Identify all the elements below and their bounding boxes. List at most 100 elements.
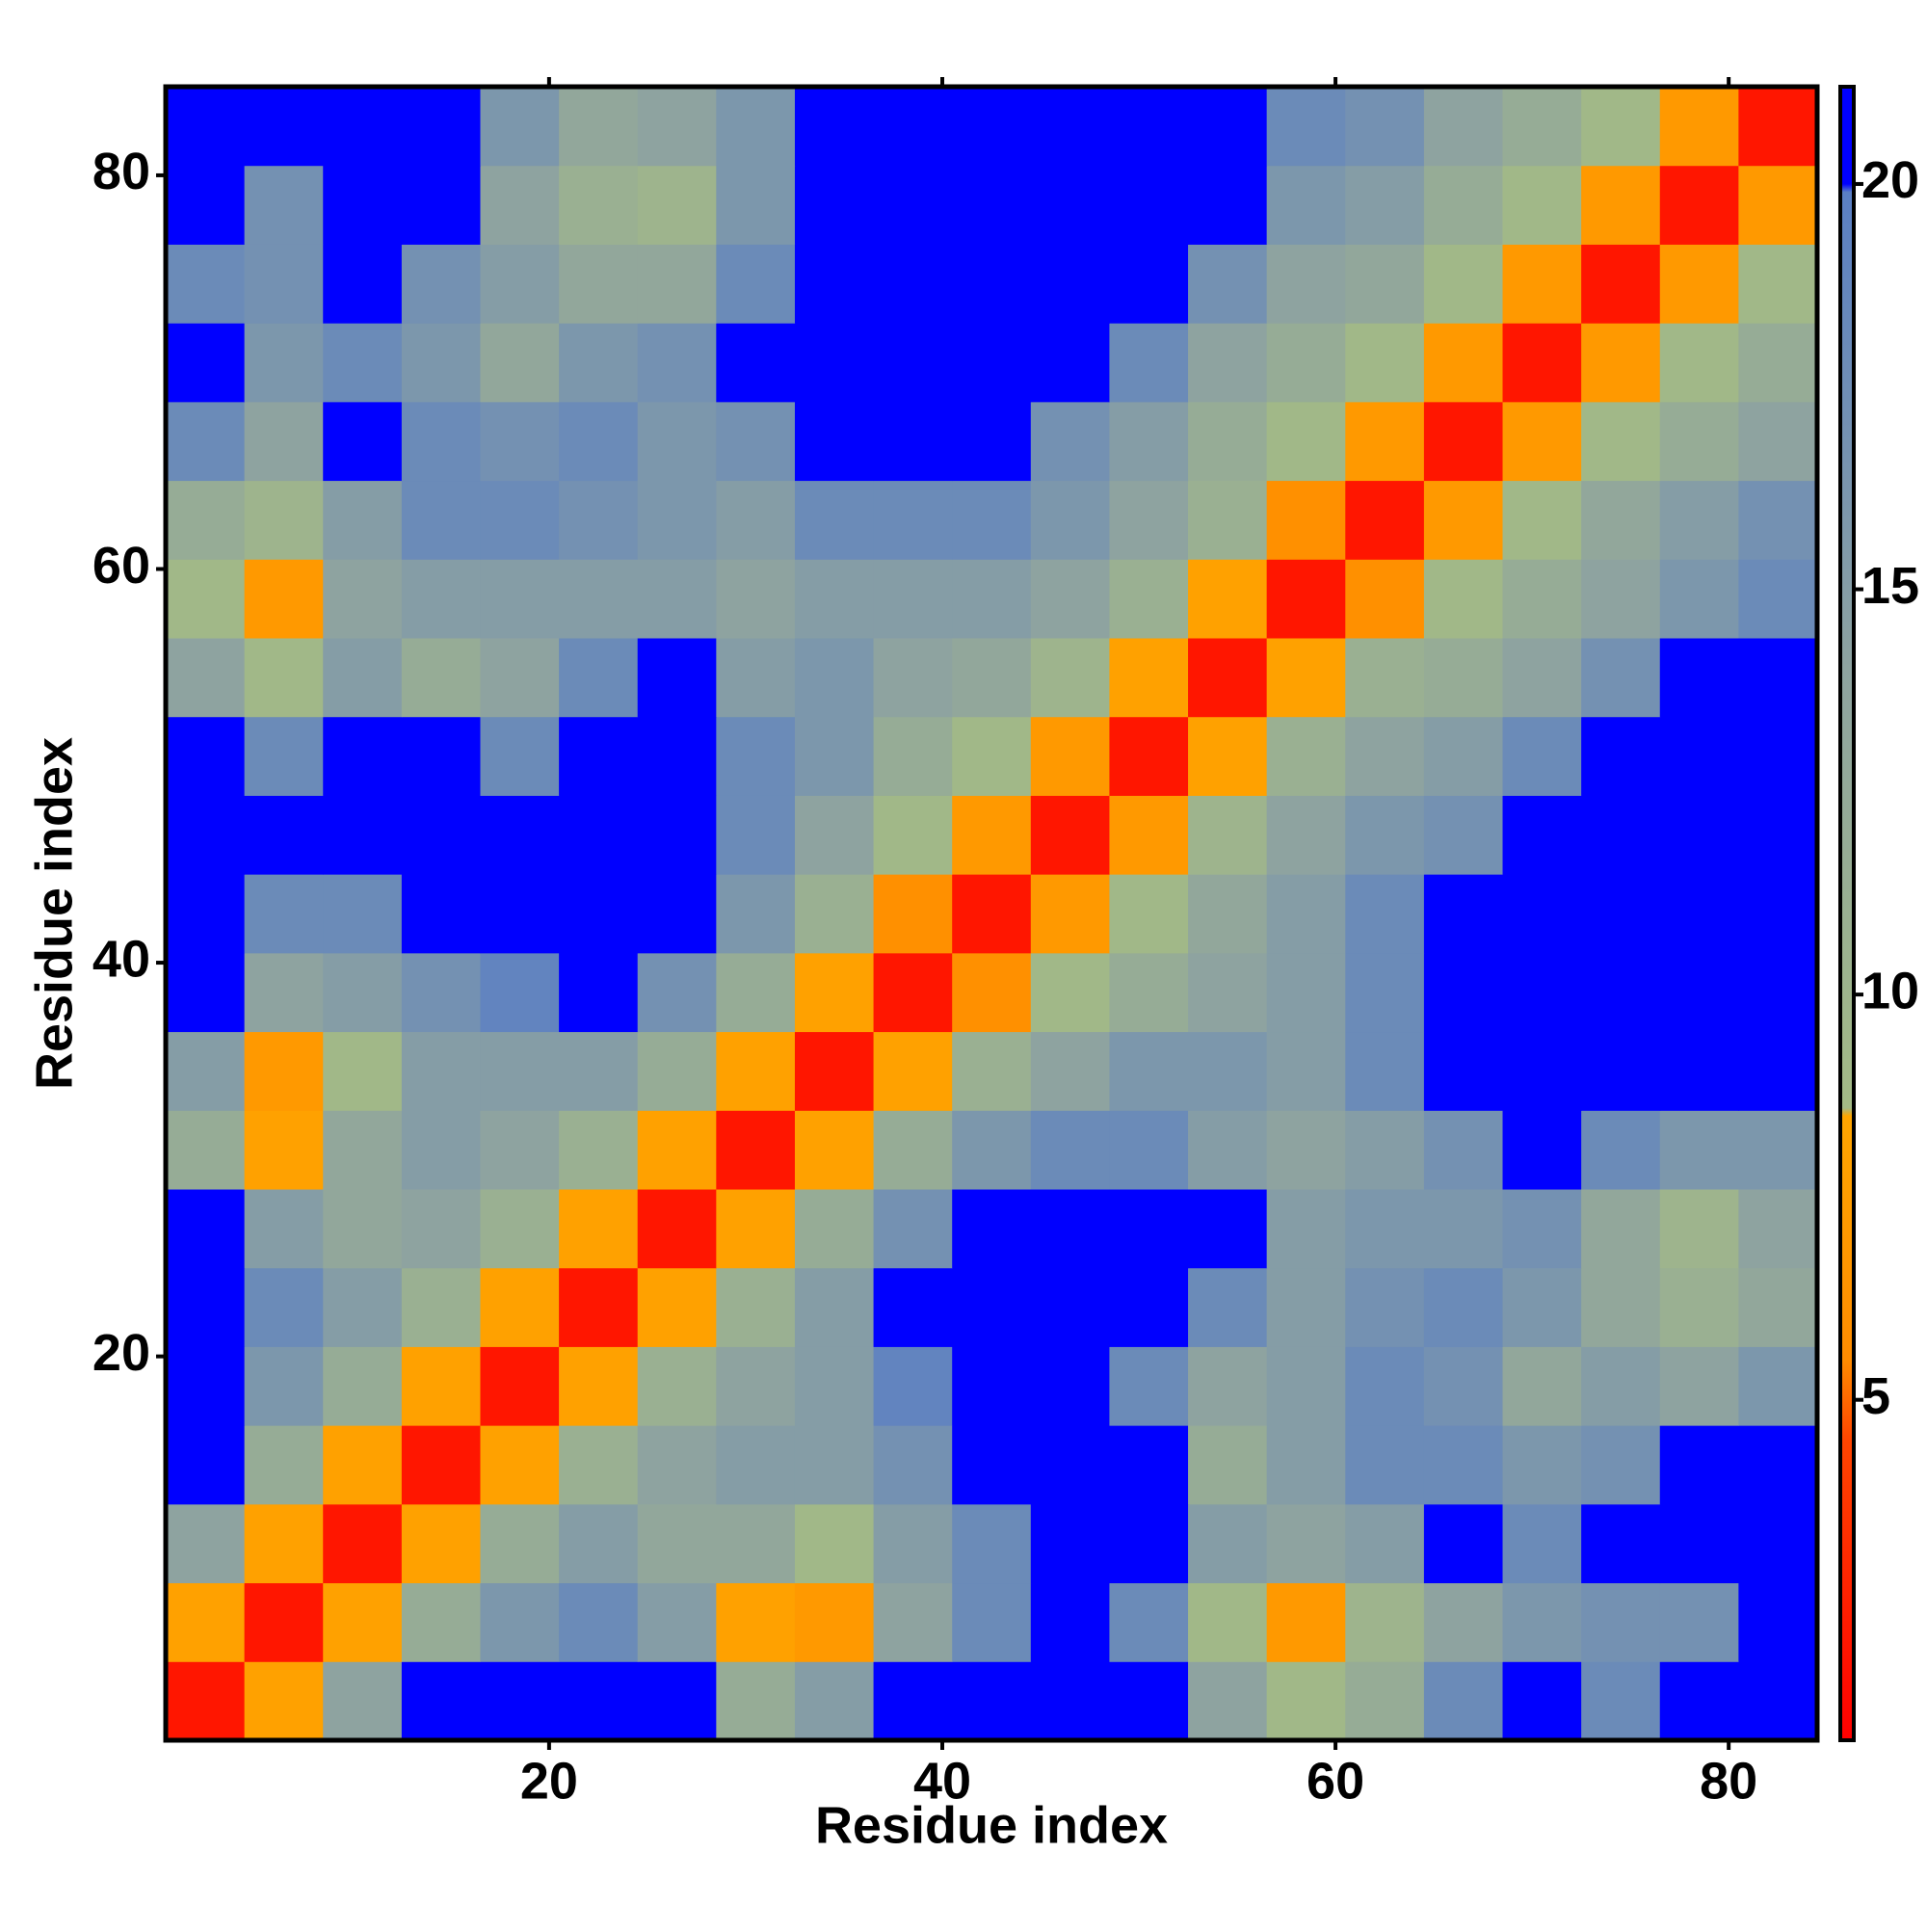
heatmap-cell — [1345, 559, 1425, 639]
heatmap-cell — [1659, 323, 1739, 403]
heatmap-cell — [794, 1031, 875, 1111]
x-tick-label: 80 — [1700, 1752, 1757, 1810]
heatmap-cell — [1109, 1110, 1189, 1190]
heatmap-cell — [1030, 1582, 1110, 1662]
heatmap-cell — [1738, 1031, 1818, 1111]
heatmap-cell — [1109, 795, 1189, 875]
heatmap-cell — [1109, 244, 1189, 324]
x-tick-label: 60 — [1307, 1752, 1364, 1810]
heatmap-cell — [166, 1661, 246, 1741]
heatmap-cell — [1738, 638, 1818, 718]
heatmap-cell — [1266, 1503, 1346, 1584]
y-tick-label: 40 — [92, 930, 150, 988]
heatmap-cell — [480, 952, 560, 1033]
heatmap-cell — [716, 1582, 796, 1662]
heatmap-cell — [1581, 244, 1661, 324]
heatmap-cell — [794, 401, 875, 482]
heatmap-cell — [873, 638, 953, 718]
heatmap-cell — [166, 165, 246, 245]
heatmap-cell — [244, 401, 324, 482]
heatmap-cell — [166, 559, 246, 639]
heatmap-cell — [401, 1503, 481, 1584]
y-tick-label: 80 — [92, 143, 150, 200]
heatmap-cell — [1423, 1425, 1504, 1505]
heatmap-cell — [794, 480, 875, 560]
heatmap-cell — [1423, 480, 1504, 560]
heatmap-cell — [794, 1661, 875, 1741]
heatmap-cell — [1266, 1582, 1346, 1662]
heatmap-cell — [1109, 480, 1189, 560]
heatmap-cell — [1502, 795, 1582, 875]
heatmap-cell — [794, 1503, 875, 1584]
heatmap-cell — [1188, 1267, 1268, 1347]
heatmap-cells — [166, 87, 1818, 1741]
heatmap-cell — [1659, 480, 1739, 560]
heatmap-cell — [480, 1267, 560, 1347]
heatmap-cell — [1423, 165, 1504, 245]
heatmap-cell — [873, 1346, 953, 1426]
heatmap-cell — [1109, 559, 1189, 639]
heatmap-cell — [637, 952, 717, 1033]
heatmap-cell — [1659, 1031, 1739, 1111]
heatmap-cell — [1188, 716, 1268, 796]
heatmap-cell — [952, 1110, 1032, 1190]
heatmap-cell — [637, 1582, 717, 1662]
heatmap-cell — [401, 952, 481, 1033]
heatmap-cell — [244, 480, 324, 560]
heatmap-cell — [716, 638, 796, 718]
heatmap-cell — [716, 87, 796, 167]
heatmap-cell — [716, 1189, 796, 1269]
heatmap-cell — [244, 244, 324, 324]
heatmap-cell — [1581, 401, 1661, 482]
heatmap-cell — [637, 480, 717, 560]
heatmap-cell — [873, 952, 953, 1033]
heatmap-cell — [323, 1582, 403, 1662]
heatmap-cell — [1030, 559, 1110, 639]
heatmap-cell — [873, 323, 953, 403]
heatmap-cell — [1502, 1189, 1582, 1269]
heatmap-cell — [1188, 795, 1268, 875]
heatmap-cell — [794, 1425, 875, 1505]
heatmap-cell — [1659, 716, 1739, 796]
heatmap-cell — [1738, 1582, 1818, 1662]
heatmap-cell — [716, 244, 796, 324]
heatmap-cell — [1502, 1503, 1582, 1584]
heatmap-cell — [1659, 244, 1739, 324]
heatmap-cell — [166, 716, 246, 796]
heatmap-cell — [1030, 1267, 1110, 1347]
heatmap-cell — [873, 401, 953, 482]
heatmap-cell — [559, 952, 639, 1033]
heatmap-cell — [637, 1346, 717, 1426]
heatmap-cell — [244, 1425, 324, 1505]
heatmap-cell — [1188, 874, 1268, 954]
heatmap-cell — [873, 165, 953, 245]
heatmap-cell — [166, 1503, 246, 1584]
heatmap-cell — [873, 480, 953, 560]
heatmap-cell — [166, 795, 246, 875]
heatmap-cell — [480, 401, 560, 482]
heatmap-cell — [1030, 323, 1110, 403]
heatmap-cell — [794, 87, 875, 167]
heatmap-cell — [1581, 1346, 1661, 1426]
heatmap-cell — [1109, 1582, 1189, 1662]
heatmap-cell — [323, 1031, 403, 1111]
heatmap-cell — [323, 1267, 403, 1347]
heatmap-cell — [1659, 1425, 1739, 1505]
heatmap-cell — [480, 1503, 560, 1584]
heatmap-cell — [1659, 401, 1739, 482]
heatmap-cell — [1659, 1503, 1739, 1584]
y-tick-label: 20 — [92, 1324, 150, 1382]
heatmap-cell — [166, 1425, 246, 1505]
heatmap-cell — [1345, 323, 1425, 403]
heatmap-cell — [1266, 1031, 1346, 1111]
heatmap-cell — [1109, 87, 1189, 167]
heatmap-cell — [1738, 874, 1818, 954]
heatmap-cell — [1659, 952, 1739, 1033]
heatmap-cell — [166, 401, 246, 482]
heatmap-cell — [1502, 1582, 1582, 1662]
heatmap-cell — [1345, 1031, 1425, 1111]
heatmap-cell — [952, 795, 1032, 875]
heatmap-cell — [1581, 1031, 1661, 1111]
heatmap-cell — [1266, 1346, 1346, 1426]
heatmap-cell — [166, 638, 246, 718]
